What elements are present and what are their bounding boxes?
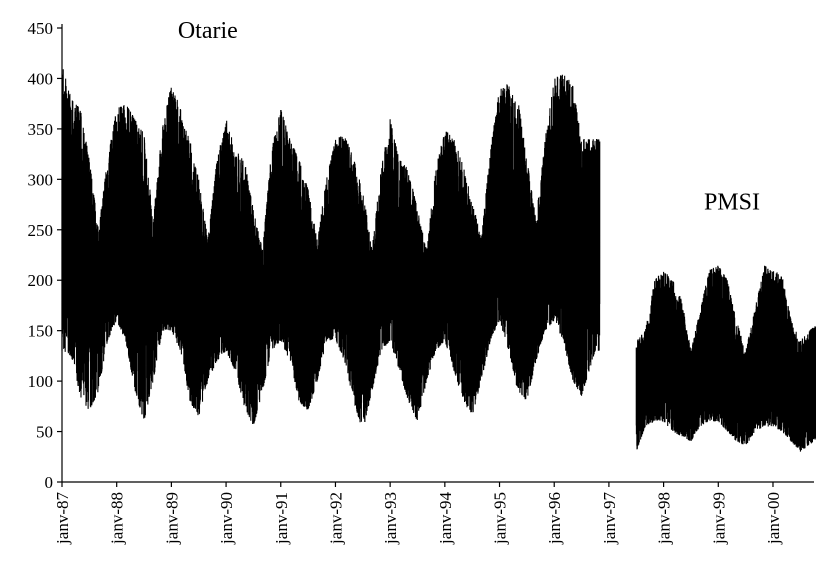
y-tick-label: 450: [28, 19, 54, 38]
x-tick-label: janv-96: [545, 492, 564, 545]
x-tick-label: janv-94: [436, 492, 455, 545]
annotation-1: Otarie: [178, 18, 238, 44]
x-tick-label: janv-92: [326, 492, 345, 545]
y-ticks: 0 50 100 150 200 250 300 350 400 450: [28, 19, 62, 492]
x-tick-label: janv-93: [381, 492, 400, 545]
x-ticks: janv-87 janv-88 janv-89 janv-90 janv-91 janv-…: [53, 482, 783, 545]
x-tick-label: janv-91: [272, 492, 291, 545]
y-tick-label: 250: [28, 221, 54, 240]
y-tick-label: 100: [28, 372, 54, 391]
x-tick-label: janv-98: [655, 492, 674, 545]
y-tick-label: 200: [28, 271, 54, 290]
y-tick-label: 50: [36, 423, 53, 442]
y-tick-label: 350: [28, 120, 54, 139]
x-tick-label: janv-87: [53, 492, 72, 545]
x-tick-label: janv-00: [764, 492, 783, 545]
y-tick-label: 150: [28, 322, 54, 341]
x-tick-label: janv-88: [108, 492, 127, 545]
series-1-line: [61, 69, 601, 424]
x-tick-label: janv-89: [162, 492, 181, 545]
x-tick-label: janv-99: [709, 492, 728, 545]
y-tick-label: 400: [28, 69, 54, 88]
axes-layer: [61, 24, 814, 483]
annotations: Otarie PMSI: [178, 18, 760, 216]
series-2-line: [635, 265, 816, 452]
series-layer: [61, 69, 816, 452]
x-tick-label: janv-90: [217, 492, 236, 545]
y-tick-label: 0: [45, 473, 54, 492]
y-tick-label: 300: [28, 170, 54, 189]
x-tick-label: janv-97: [600, 492, 619, 545]
x-tick-label: janv-95: [491, 492, 510, 545]
annotation-2: PMSI: [704, 190, 760, 216]
